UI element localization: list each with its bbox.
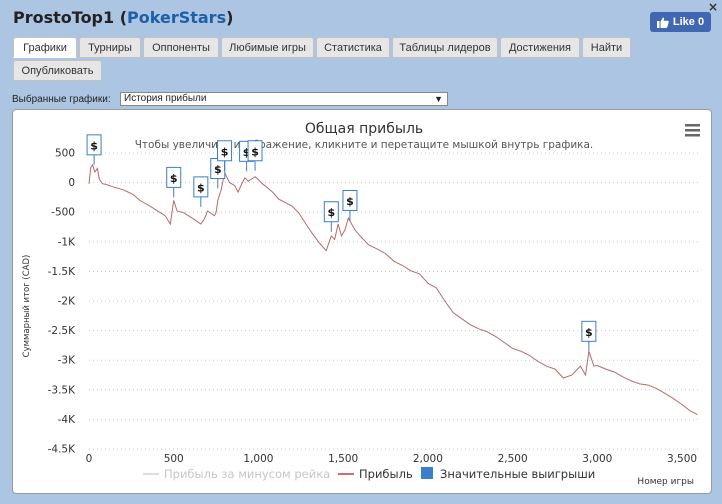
- y-tick-label: -4K: [58, 414, 76, 426]
- menu-icon[interactable]: [685, 124, 700, 137]
- thumbs-up-icon: [656, 17, 669, 28]
- chart-title: Общая прибыль: [305, 121, 423, 137]
- big-win-symbol: $: [214, 163, 222, 176]
- legend-label: Значительные выигрыши: [440, 467, 595, 481]
- x-tick-label: 500: [164, 453, 184, 465]
- big-win-flag[interactable]: $: [217, 140, 233, 171]
- big-win-symbol: $: [170, 172, 178, 185]
- x-tick-label: 0: [86, 453, 93, 465]
- x-axis: 0 500 1,000 1,500 2,000 2,500 3,000 3,500: [86, 453, 697, 465]
- legend-item[interactable]: Прибыль за минусом рейка: [143, 467, 330, 481]
- tab-achievements[interactable]: Достижения: [500, 37, 580, 58]
- page-title: ProstoTop1 (PokerStars): [13, 8, 234, 27]
- big-win-flag-box: [166, 166, 182, 188]
- tab-statistics[interactable]: Статистика: [316, 37, 390, 58]
- series-layer: [88, 163, 698, 416]
- legend-label: Прибыль за минусом рейка: [164, 467, 330, 481]
- tab-favorite-games[interactable]: Любимые игры: [221, 37, 314, 58]
- y-tick-label: -500: [51, 207, 75, 219]
- chart-select-value: История прибыли: [124, 93, 207, 104]
- tab-tournaments[interactable]: Турниры: [79, 37, 141, 58]
- legend: Прибыль за минусом рейка Прибыль Значитель…: [143, 467, 595, 481]
- grid-lines: [89, 152, 699, 450]
- big-win-flag[interactable]: $: [247, 140, 263, 171]
- y-tick-label: -2.5K: [48, 325, 76, 337]
- x-tick-label: 1,000: [243, 453, 273, 465]
- y-tick-label: 500: [55, 148, 75, 160]
- chart-panel: Общая прибыль Чтобы увеличить изображени…: [12, 109, 712, 494]
- big-win-symbol: $: [243, 146, 251, 159]
- chart-subtitle: Чтобы увеличить изображение, кликните и …: [135, 139, 594, 151]
- x-axis-label: Номер игры: [637, 477, 694, 487]
- big-win-flag-box: [86, 134, 102, 156]
- big-win-symbol: $: [585, 326, 593, 339]
- x-tick-label: 3,500: [667, 453, 697, 465]
- big-win-symbol: $: [221, 145, 229, 158]
- y-tick-label: -2K: [58, 296, 76, 308]
- facebook-like-button[interactable]: Like 0: [650, 12, 711, 32]
- chart-select[interactable]: История прибыли ▼: [120, 92, 448, 106]
- big-win-flag[interactable]: $: [323, 201, 339, 232]
- x-tick-label: 2,500: [498, 453, 528, 465]
- big-win-symbol: $: [197, 181, 205, 194]
- y-tick-label: -1K: [58, 236, 76, 248]
- profit-line: [88, 163, 698, 416]
- tab-publish[interactable]: Опубликовать: [13, 60, 102, 81]
- legend-symbol: [421, 467, 433, 479]
- x-tick-label: 3,000: [582, 453, 612, 465]
- x-tick-label: 1,500: [328, 453, 358, 465]
- y-tick-label: -4.5K: [48, 444, 76, 456]
- tab-opponents[interactable]: Оппоненты: [143, 37, 219, 58]
- tab-search[interactable]: Найти: [582, 37, 631, 58]
- big-win-symbol: $: [251, 145, 259, 158]
- like-label: Like 0: [672, 16, 705, 28]
- dropdown-arrow-icon: ▼: [434, 94, 443, 104]
- legend-item[interactable]: Значительные выигрыши: [421, 467, 595, 481]
- player-name: ProstoTop1: [13, 8, 115, 27]
- big-win-flag-box: [193, 176, 209, 198]
- big-win-flag-box: [323, 201, 339, 223]
- tab-leaderboards[interactable]: Таблицы лидеров: [392, 37, 498, 58]
- big-win-flag-box: [342, 189, 358, 211]
- legend-item[interactable]: Прибыль: [338, 467, 413, 481]
- y-tick-label: -1.5K: [48, 266, 76, 278]
- tab-charts[interactable]: Графики: [13, 37, 77, 58]
- room-link[interactable]: PokerStars: [127, 8, 227, 27]
- y-axis-label: Суммарный итог (CAD): [22, 255, 32, 358]
- big-win-flag[interactable]: $: [193, 176, 209, 207]
- close-icon[interactable]: ×: [707, 0, 718, 14]
- y-tick-label: 0: [68, 177, 75, 189]
- big-win-flag[interactable]: $: [166, 166, 182, 198]
- big-win-flag[interactable]: $: [342, 189, 358, 221]
- big-win-flag-box: [217, 140, 233, 162]
- big-wins-layer: $$$$$ $ $$$$: [86, 134, 597, 352]
- big-win-symbol: $: [327, 206, 335, 219]
- big-win-flag[interactable]: $: [581, 320, 597, 352]
- chart-select-label: Выбранные графики:: [12, 94, 111, 105]
- profit-chart[interactable]: Общая прибыль Чтобы увеличить изображени…: [13, 110, 713, 495]
- y-tick-label: -3.5K: [48, 384, 76, 396]
- y-axis: 500 0 -500 -1K -1.5K -2K -2.5K -3K -3.5K -4K -4.5K: [48, 148, 76, 456]
- big-win-symbol: $: [90, 139, 98, 152]
- big-win-flag-box: [581, 320, 597, 342]
- x-tick-label: 2,000: [413, 453, 443, 465]
- big-win-flag[interactable]: $: [86, 134, 102, 165]
- legend-label: Прибыль: [359, 467, 413, 481]
- big-win-symbol: $: [346, 195, 354, 208]
- y-tick-label: -3K: [58, 355, 76, 367]
- big-win-flag-box: [247, 140, 263, 162]
